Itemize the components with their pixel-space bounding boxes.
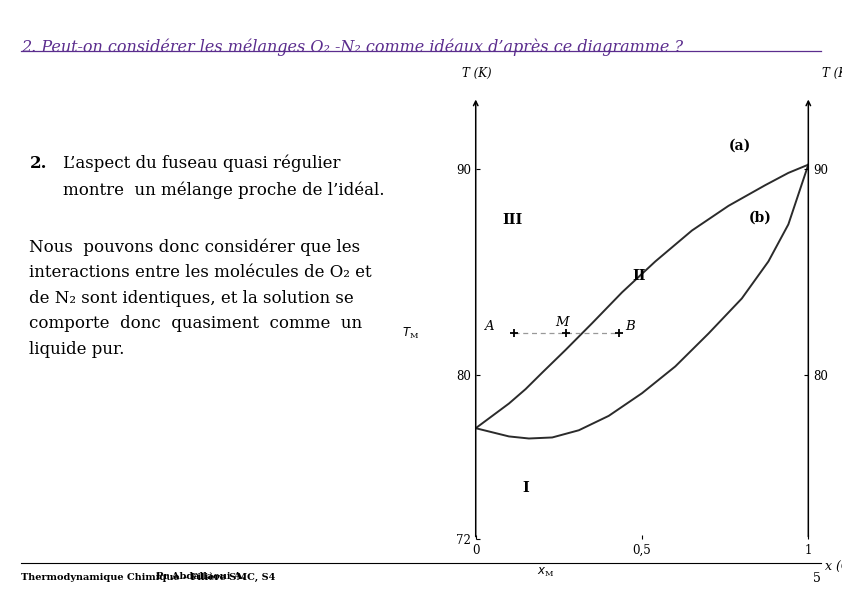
Text: A: A <box>484 321 494 333</box>
Text: Nous  pouvons donc considérer que les
interactions entre les molécules de O₂ et
: Nous pouvons donc considérer que les int… <box>29 238 372 358</box>
Text: x (O₂): x (O₂) <box>825 560 842 573</box>
Text: 2. Peut-on considérer les mélanges O₂ -N₂ comme idéaux d’après ce diagramme ?: 2. Peut-on considérer les mélanges O₂ -N… <box>21 39 683 56</box>
Text: 5: 5 <box>813 572 821 585</box>
Text: M: M <box>556 316 569 329</box>
Text: montre  un mélange proche de l’idéal.: montre un mélange proche de l’idéal. <box>63 182 385 199</box>
Text: T (K): T (K) <box>822 67 842 80</box>
Text: Pr Abdallaoui A.: Pr Abdallaoui A. <box>156 572 245 581</box>
Text: Thermodynamique Chimique - Filière SMC, S4: Thermodynamique Chimique - Filière SMC, … <box>21 572 275 582</box>
Text: (a): (a) <box>728 138 751 153</box>
Text: (b): (b) <box>749 210 771 224</box>
Text: T (K): T (K) <box>462 67 492 80</box>
Text: $x_{\mathregular{M}}$: $x_{\mathregular{M}}$ <box>537 566 554 579</box>
Text: 2.: 2. <box>29 155 47 172</box>
Text: $T_{\mathregular{M}}$: $T_{\mathregular{M}}$ <box>402 326 419 341</box>
Text: III: III <box>503 213 523 227</box>
Text: II: II <box>632 269 646 283</box>
Text: B: B <box>626 321 635 333</box>
Text: I: I <box>522 481 529 495</box>
Text: L’aspect du fuseau quasi régulier: L’aspect du fuseau quasi régulier <box>63 155 341 172</box>
